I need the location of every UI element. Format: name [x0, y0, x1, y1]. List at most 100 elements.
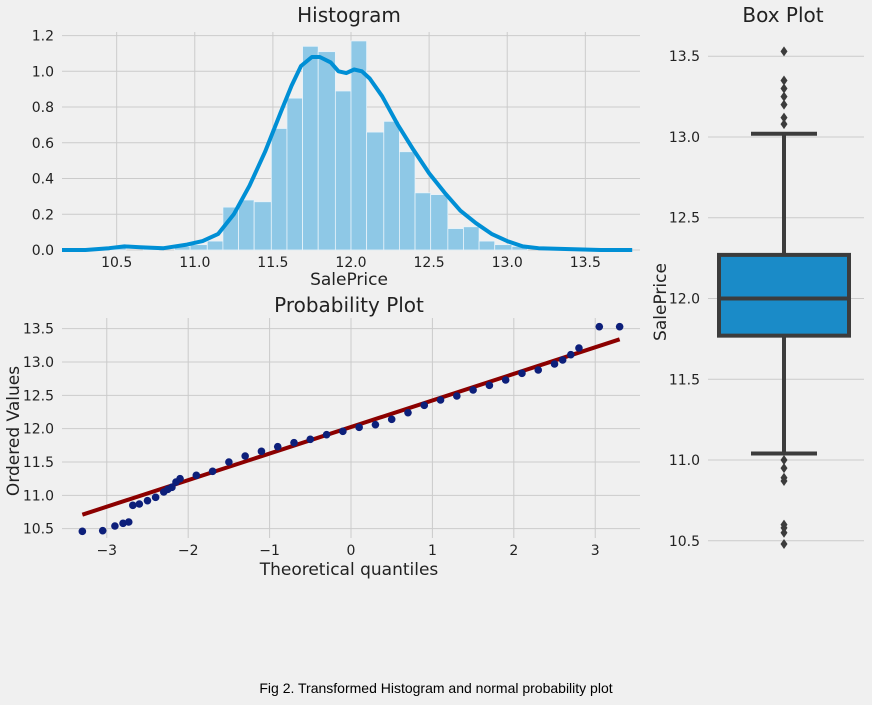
quantile-point	[339, 427, 347, 436]
quantile-point	[135, 500, 144, 508]
iqr-box	[717, 252, 851, 338]
y-tick-label: 11.5	[669, 372, 700, 388]
y-tick-label: 11.0	[23, 488, 54, 504]
quantile-point	[176, 474, 184, 483]
x-tick-label: 13.5	[570, 255, 601, 271]
y-tick-label: 10.5	[23, 522, 54, 538]
y-tick-label: 0.6	[32, 136, 54, 152]
y-tick-label: 12.0	[669, 292, 700, 308]
histogram-bar	[366, 131, 385, 251]
y-tick-label: 0.8	[32, 100, 54, 116]
quantile-point	[615, 322, 624, 331]
x-tick-label: 2	[509, 543, 518, 559]
histogram-bar	[238, 199, 255, 251]
quantile-point	[420, 401, 429, 410]
y-tick-label: 13.0	[669, 130, 700, 146]
quantile-point	[111, 522, 119, 530]
histogram-bar	[414, 192, 432, 251]
probability-plot-x-label: Theoretical quantiles	[259, 560, 439, 580]
histogram-x-ticks: 10.5 11.0 11.5 12.0 12.5 13.0 13.5	[101, 255, 601, 271]
quantile-point	[151, 493, 160, 502]
histogram-x-label: SalePrice	[310, 270, 388, 290]
histogram-bar	[447, 228, 464, 251]
box-plot-panel: Box Plot 10.5 11.0 11.5 12.0 12.5 13.0 13.5 Sa…	[651, 3, 864, 550]
quantile-point	[485, 381, 494, 390]
y-tick-label: 10.5	[669, 534, 700, 550]
x-tick-label: 0	[347, 543, 356, 559]
histogram-bar	[430, 194, 449, 251]
histogram-bar	[302, 45, 319, 251]
y-tick-label: 13.5	[669, 49, 700, 65]
histogram-bar	[206, 240, 224, 251]
histogram-bar	[270, 128, 288, 251]
histogram-panel: Histogram 10.5 11.0 11.5 12.0 12.5 13.0 13.5 0…	[32, 3, 640, 290]
quantile-point	[78, 527, 87, 536]
quantile-point	[575, 344, 583, 352]
x-tick-label: 12.5	[414, 255, 445, 271]
histogram-bar	[383, 120, 400, 251]
histogram-title: Histogram	[297, 3, 401, 27]
quantile-point	[550, 360, 559, 368]
figure-caption: Fig 2. Transformed Histogram and normal …	[259, 680, 613, 696]
y-tick-label: 11.5	[23, 455, 54, 471]
quantile-points	[78, 322, 624, 536]
probability-plot-x-ticks: −3 −2 −1 0 1 2 3	[96, 543, 599, 559]
quantile-point	[355, 423, 363, 432]
histogram-bar	[463, 226, 480, 251]
quantile-point	[453, 392, 461, 400]
quantile-point	[143, 496, 152, 505]
quantile-point	[436, 396, 445, 404]
y-tick-label: 13.5	[23, 322, 54, 338]
x-tick-label: 10.5	[101, 255, 132, 271]
quantile-point	[290, 438, 298, 447]
outlier-marker	[780, 527, 788, 538]
y-tick-label: 0.4	[32, 172, 54, 188]
quantile-point	[501, 376, 510, 384]
histogram-bar	[317, 51, 336, 251]
outlier-marker	[780, 83, 788, 94]
outlier-marker	[780, 476, 788, 487]
box-plot-y-label: SalePrice	[651, 263, 671, 341]
quantile-point	[129, 501, 137, 510]
histogram-bar	[286, 97, 303, 251]
quantile-point	[257, 447, 266, 456]
x-tick-label: 13.0	[492, 255, 523, 271]
x-tick-label: 12.0	[335, 255, 366, 271]
quantile-point	[306, 435, 315, 444]
x-tick-label: 1	[428, 543, 437, 559]
quantile-point	[567, 350, 575, 359]
outlier-marker	[780, 112, 788, 123]
outlier-marker	[780, 463, 788, 474]
outlier-marker	[780, 539, 788, 550]
quantile-point	[98, 526, 107, 535]
outlier-marker	[780, 46, 788, 57]
outlier-marker	[780, 99, 788, 110]
histogram-bar	[494, 244, 513, 251]
quantile-point	[558, 356, 567, 364]
quantile-point	[225, 458, 233, 466]
quantile-point	[273, 442, 282, 451]
probability-plot-y-ticks: 10.5 11.0 11.5 12.0 12.5 13.0 13.5	[23, 322, 54, 538]
y-tick-label: 12.5	[669, 211, 700, 227]
x-tick-label: 11.0	[179, 255, 210, 271]
histogram-y-ticks: 0.0 0.2 0.4 0.6 0.8 1.0 1.2	[32, 29, 54, 259]
box-plot-outliers	[780, 46, 788, 550]
histogram-bar	[478, 240, 496, 251]
outlier-marker	[780, 119, 788, 130]
kde-curve	[62, 55, 633, 252]
probability-plot-y-label: Ordered Values	[4, 366, 24, 496]
quantile-point	[241, 452, 249, 460]
quantile-point	[119, 519, 127, 528]
histogram-bar	[399, 151, 416, 251]
x-tick-label: 11.5	[257, 255, 288, 271]
quantile-point	[387, 415, 396, 424]
box-plot-y-ticks: 10.5 11.0 11.5 12.0 12.5 13.0 13.5	[669, 49, 700, 550]
y-tick-label: 13.0	[23, 355, 54, 371]
quantile-point	[518, 369, 526, 378]
quantile-point	[469, 386, 477, 394]
quantile-point	[192, 471, 201, 480]
probability-plot-title: Probability Plot	[274, 293, 424, 317]
quantile-point	[595, 322, 604, 331]
quantile-point	[534, 366, 543, 374]
